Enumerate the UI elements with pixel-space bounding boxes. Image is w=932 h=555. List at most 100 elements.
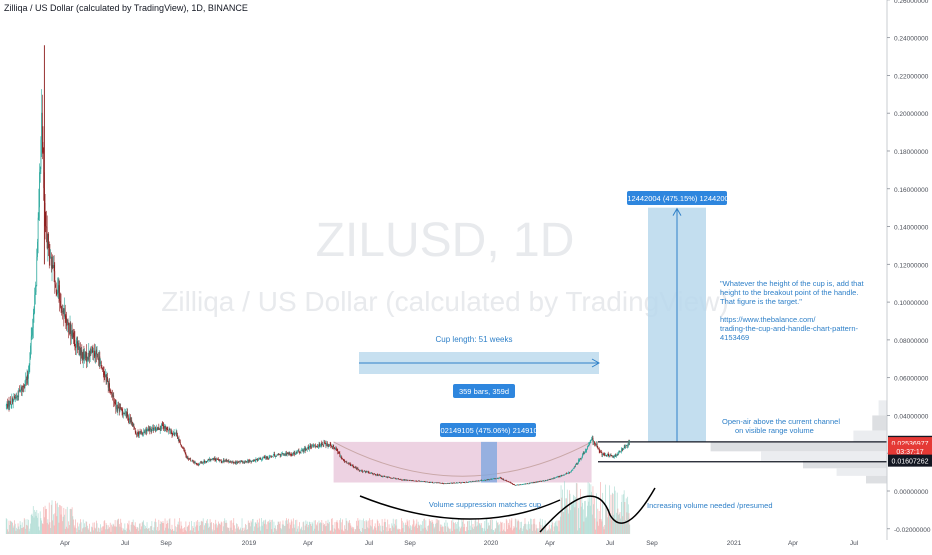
- volume-bar: [340, 518, 341, 534]
- volume-bar: [292, 528, 294, 534]
- candle-body: [66, 319, 68, 326]
- candle-body: [164, 426, 166, 429]
- volume-bar: [523, 526, 525, 534]
- volume-bar: [5, 518, 7, 534]
- candle-body: [42, 142, 44, 153]
- volume-bar: [82, 528, 83, 534]
- volume-bar: [367, 520, 369, 534]
- candle-body: [333, 446, 335, 448]
- volume-bar: [17, 523, 19, 534]
- volume-bar: [514, 527, 515, 534]
- price-tick-label: 0.22000000: [894, 73, 929, 80]
- volume-bar: [64, 514, 65, 534]
- candle-body: [382, 476, 384, 478]
- volume-bar: [102, 526, 104, 534]
- candle-body: [127, 416, 129, 420]
- volume-bar: [288, 528, 290, 534]
- volume-bar: [558, 531, 560, 534]
- volume-cup-curve: [359, 495, 561, 520]
- candle-body: [105, 374, 107, 382]
- candle-body: [265, 456, 266, 459]
- volume-bar: [21, 528, 22, 534]
- volume-bar: [10, 520, 11, 534]
- volume-bar: [358, 520, 359, 534]
- volume-bar: [622, 516, 624, 534]
- volume-bar: [469, 525, 471, 534]
- candle-body: [521, 484, 522, 486]
- volume-bar: [392, 525, 393, 534]
- volume-bar: [579, 528, 581, 534]
- volume-bar: [141, 522, 143, 534]
- volume-bar: [467, 520, 469, 534]
- candle-body: [359, 470, 361, 472]
- volume-bar: [139, 523, 141, 534]
- volume-bar: [336, 520, 338, 534]
- candle-body: [598, 449, 600, 451]
- volume-bar: [33, 517, 35, 534]
- candle-body: [415, 480, 416, 482]
- candle-body: [240, 460, 241, 463]
- candle-body: [238, 461, 239, 463]
- candle-body: [472, 481, 474, 482]
- volume-bar: [154, 521, 156, 534]
- volume-bar: [461, 518, 463, 534]
- volume-bar: [413, 520, 415, 534]
- volume-bar: [116, 526, 117, 534]
- volume-bar: [353, 531, 355, 534]
- candle-body: [313, 445, 315, 447]
- candle-body: [358, 469, 360, 471]
- volume-bar: [613, 514, 615, 534]
- candle-body: [301, 449, 303, 451]
- candle-body: [574, 466, 576, 468]
- candle-body: [494, 478, 496, 480]
- volume-bar: [466, 526, 468, 534]
- volume-profile-bar: [872, 415, 887, 431]
- candle-body: [339, 453, 341, 456]
- volume-bar: [197, 519, 199, 534]
- candle-body: [71, 330, 72, 336]
- volume-bar: [63, 507, 65, 534]
- price-tick-label: 0.24000000: [894, 36, 929, 43]
- candle-body: [557, 476, 559, 478]
- volume-bar: [369, 518, 371, 534]
- candle-body: [272, 456, 273, 457]
- candle-body: [433, 482, 434, 484]
- volume-bar: [507, 522, 509, 534]
- volume-bar: [459, 531, 461, 534]
- volume-bar: [220, 521, 222, 534]
- candle-body: [563, 474, 565, 476]
- volume-bar: [491, 529, 493, 534]
- volume-bar: [93, 530, 95, 534]
- quote-text: "Whatever the height of the cup is, add …: [720, 279, 865, 306]
- volume-bar: [442, 526, 443, 534]
- volume-bar: [473, 526, 475, 534]
- volume-bar: [331, 518, 332, 534]
- candle-body: [211, 458, 213, 460]
- volume-bar: [27, 525, 29, 534]
- volume-bar: [477, 525, 479, 534]
- candle-body: [522, 484, 524, 485]
- volume-bar: [309, 522, 311, 534]
- volume-bar: [452, 519, 454, 534]
- increasing-volume-text: Increasing volume needed /presumed: [647, 501, 773, 510]
- volume-bar: [98, 528, 100, 534]
- candle-body: [506, 480, 508, 482]
- volume-bar: [471, 520, 472, 534]
- volume-bar: [550, 528, 552, 534]
- candle-body: [248, 460, 250, 462]
- candle-body: [64, 308, 66, 317]
- candle-body: [414, 480, 416, 482]
- volume-bar: [140, 529, 142, 534]
- volume-bar: [480, 525, 482, 534]
- volume-bar: [460, 528, 461, 534]
- volume-bar: [442, 526, 444, 534]
- candle-body: [554, 477, 556, 479]
- volume-bar: [64, 528, 66, 534]
- volume-bar: [85, 521, 87, 534]
- volume-bar: [396, 519, 398, 534]
- volume-bar: [501, 522, 503, 534]
- candle-body: [439, 482, 441, 484]
- candle-body: [373, 473, 375, 475]
- candle-body: [159, 428, 161, 430]
- candle-body: [452, 482, 454, 484]
